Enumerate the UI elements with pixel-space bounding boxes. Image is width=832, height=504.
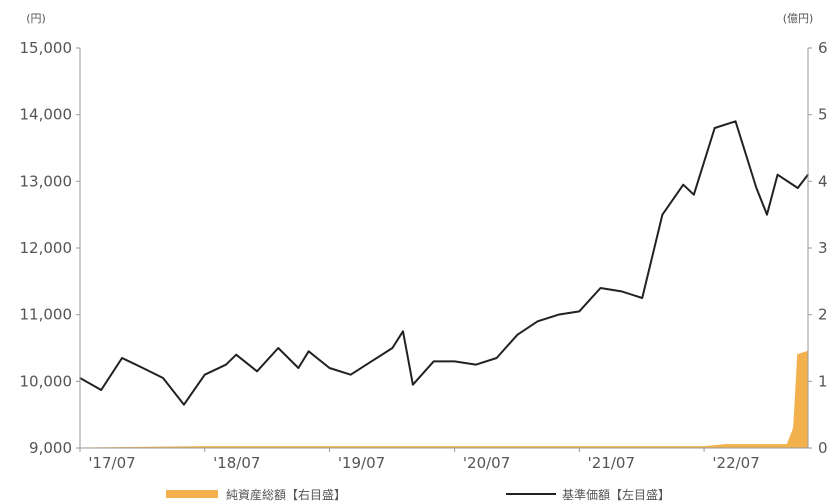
nav-point: [796, 187, 799, 189]
x-tick-label: '18/07: [213, 454, 260, 472]
right-tick-label: 1: [818, 372, 828, 390]
nav-point: [599, 287, 602, 289]
nav-point: [734, 120, 737, 123]
nav-point: [412, 383, 414, 386]
nav-point: [755, 187, 758, 189]
left-tick-label: 9,000: [29, 439, 72, 457]
nav-point: [641, 297, 644, 299]
nav-point: [142, 367, 144, 369]
net-assets-point: [786, 443, 788, 446]
right-tick-label: 6: [818, 39, 828, 57]
legend-item-nav: 基準価額【左目盛】: [506, 487, 670, 502]
net-assets-point: [453, 445, 456, 448]
nav-point: [402, 330, 404, 333]
x-tick-label: '19/07: [338, 454, 385, 472]
nav-point: [766, 213, 768, 216]
x-tick-label: '17/07: [88, 454, 135, 472]
left-tick-label: 12,000: [20, 239, 73, 257]
nav-point: [100, 389, 102, 391]
nav-point: [453, 360, 456, 363]
net-assets-point: [328, 445, 331, 448]
left-tick-label: 13,000: [20, 172, 73, 190]
left-tick-label: 15,000: [20, 39, 73, 57]
x-tick-label: '20/07: [463, 454, 510, 472]
nav-point: [776, 173, 779, 176]
legend: 純資産総額【右目盛】 基準価額【左目盛】: [166, 487, 670, 502]
right-tick-label: 0: [818, 439, 828, 457]
net-assets-area: [79, 350, 809, 449]
right-tick-label: 5: [818, 106, 828, 124]
left-tick-label: 11,000: [20, 306, 73, 324]
nav-point: [183, 403, 185, 406]
legend-swatch-net-assets: [166, 490, 218, 498]
nav-point: [661, 213, 664, 216]
nav-point: [536, 320, 539, 323]
nav-point: [307, 350, 310, 353]
net-assets-point: [703, 445, 705, 448]
nav-line: [79, 120, 809, 406]
nav-point: [225, 363, 227, 366]
nav-point: [349, 373, 352, 376]
nav-point: [203, 373, 206, 376]
right-axis-unit: (億円): [783, 12, 814, 25]
nav-point: [370, 360, 373, 363]
nav-point: [121, 357, 123, 359]
left-axis-unit: (円): [26, 12, 46, 25]
net-assets-point: [796, 353, 799, 356]
nav-point: [516, 333, 519, 336]
right-tick-label: 2: [818, 306, 828, 324]
left-tick-label: 10,000: [20, 372, 73, 390]
legend-label-net-assets: 純資産総額【右目盛】: [226, 487, 346, 502]
nav-point: [235, 353, 237, 356]
nav-point: [391, 347, 394, 349]
left-axis-ticks: 15,000 14,000 13,000 12,000 11,000 10,000 9,00…: [20, 39, 80, 457]
nav-point: [578, 310, 581, 313]
nav-line-series: [79, 120, 809, 406]
nav-point: [474, 363, 477, 366]
nav-point: [557, 313, 560, 316]
nav-point: [297, 367, 300, 369]
right-axis-ticks: 6 5 4 3 2 1 0: [808, 39, 828, 457]
net-assets-area-series: [79, 350, 809, 449]
net-assets-point: [203, 445, 206, 448]
nav-point: [328, 367, 331, 369]
nav-point: [713, 127, 716, 129]
right-tick-label: 3: [818, 239, 828, 257]
net-assets-point: [578, 445, 581, 448]
nav-point: [693, 193, 695, 196]
left-tick-label: 14,000: [20, 106, 73, 124]
net-assets-point: [724, 443, 727, 446]
nav-point: [277, 347, 280, 349]
net-assets-point: [792, 427, 795, 429]
nav-point: [162, 377, 164, 379]
x-axis-ticks: '17/07 '18/07 '19/07 '20/07 '21/07 '22/07: [79, 448, 760, 472]
nav-point: [620, 290, 623, 293]
legend-item-net-assets: 純資産総額【右目盛】: [166, 487, 346, 502]
legend-label-nav: 基準価額【左目盛】: [562, 487, 670, 502]
right-tick-label: 4: [818, 172, 828, 190]
nav-point: [256, 370, 258, 373]
nav-point: [682, 183, 685, 186]
x-tick-label: '22/07: [712, 454, 759, 472]
nav-point: [495, 357, 498, 359]
x-tick-label: '21/07: [588, 454, 635, 472]
nav-point: [432, 360, 435, 363]
